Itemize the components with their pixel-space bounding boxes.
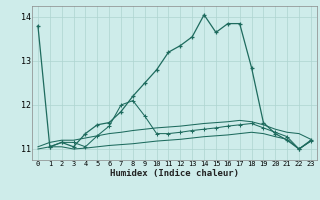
X-axis label: Humidex (Indice chaleur): Humidex (Indice chaleur) [110,169,239,178]
